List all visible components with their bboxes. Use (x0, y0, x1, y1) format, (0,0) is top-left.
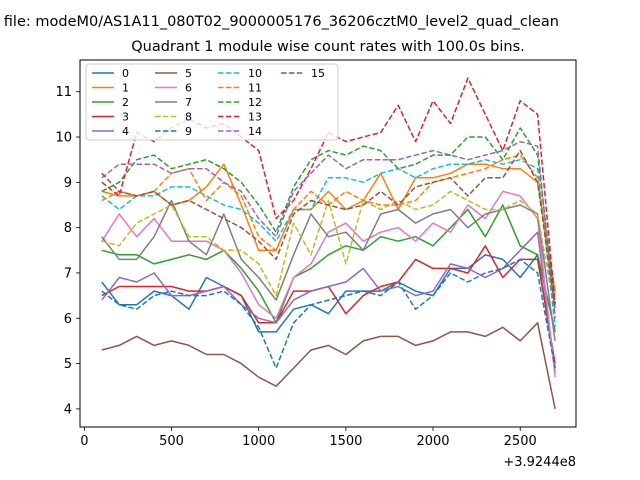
legend-label-12: 12 (248, 96, 262, 109)
series-line-4 (101, 231, 556, 373)
legend-label-2: 2 (122, 96, 129, 109)
legend-label-8: 8 (185, 111, 192, 124)
legend-label-15: 15 (311, 67, 325, 80)
figure-suptitle: n file: modeM0/AS1A11_080T02_9000005176_… (0, 14, 559, 30)
x-tick-label: 0 (80, 434, 88, 449)
y-tick-label: 7 (64, 266, 72, 281)
legend-label-4: 4 (122, 125, 129, 138)
x-tick-label: 2500 (504, 434, 537, 449)
y-tick-label: 8 (64, 221, 72, 236)
y-tick-label: 4 (64, 402, 72, 417)
legend-label-11: 11 (248, 82, 262, 95)
y-tick-label: 6 (64, 312, 72, 327)
x-axis-offset-label: +3.9244e8 (503, 455, 576, 470)
x-tick-label: 1000 (242, 434, 275, 449)
legend-box (85, 63, 339, 141)
series-line-1 (101, 163, 556, 292)
y-tick-label: 9 (64, 176, 72, 191)
series-line-10 (101, 158, 556, 328)
series-line-9 (101, 258, 556, 369)
series-line-12 (101, 127, 556, 305)
series-line-5 (101, 322, 556, 410)
legend-label-6: 6 (185, 82, 192, 95)
legend-label-7: 7 (185, 96, 192, 109)
legend-label-0: 0 (122, 67, 129, 80)
series-line-0 (101, 254, 556, 369)
plot-lines (101, 77, 556, 410)
series-line-2 (101, 204, 556, 333)
series-line-14 (101, 140, 556, 319)
legend-label-5: 5 (185, 67, 192, 80)
series-line-7 (101, 199, 556, 342)
legend-label-13: 13 (248, 111, 262, 124)
y-axis-ticks: 4 5 6 7 8 9 10 11 (55, 85, 80, 417)
x-axis-ticks: 0 500 1000 1500 2000 2500 (80, 427, 537, 449)
legend-label-9: 9 (185, 125, 192, 138)
x-tick-label: 1500 (329, 434, 362, 449)
y-tick-label: 11 (55, 85, 72, 100)
legend-label-10: 10 (248, 67, 262, 80)
x-tick-label: 2000 (416, 434, 449, 449)
x-tick-label: 500 (159, 434, 184, 449)
chart-title: Quadrant 1 module wise count rates with … (131, 39, 525, 55)
axes-frame (79, 59, 577, 428)
y-tick-label: 10 (55, 131, 72, 146)
series-line-11 (101, 154, 556, 301)
legend-label-14: 14 (248, 125, 262, 138)
series-line-6 (101, 190, 556, 378)
series-line-8 (101, 190, 556, 314)
y-tick-label: 5 (64, 357, 72, 372)
series-line-15 (101, 149, 556, 310)
legend-label-3: 3 (122, 111, 129, 124)
legend-label-1: 1 (122, 82, 129, 95)
